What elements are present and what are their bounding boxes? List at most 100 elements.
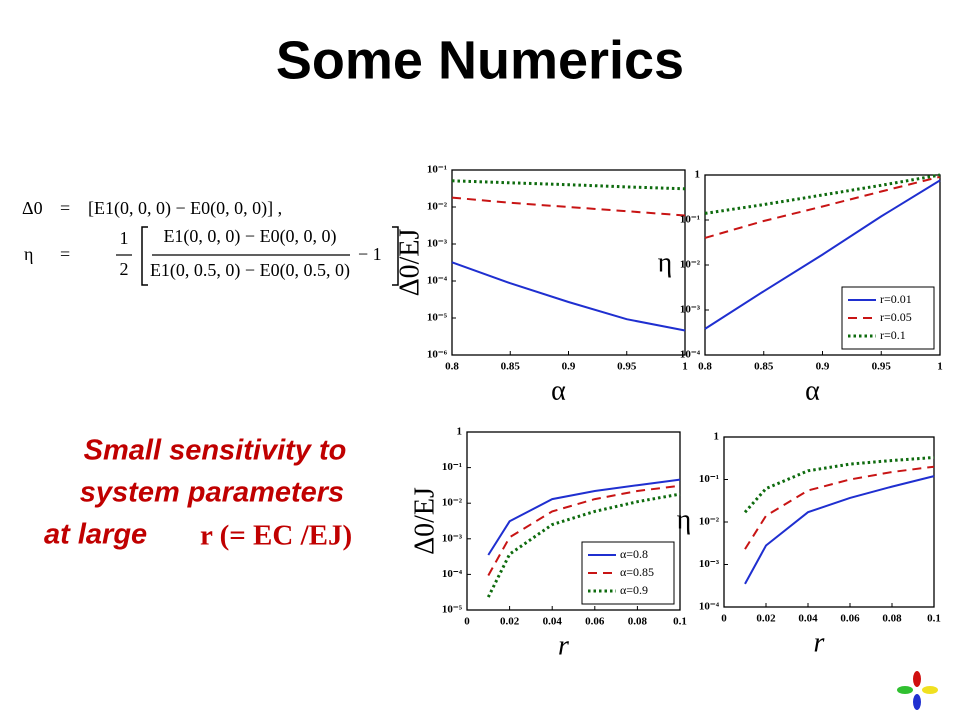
x-tick-label: 1 <box>937 361 943 373</box>
x-tick-label: 0.95 <box>872 361 892 373</box>
series-line <box>487 478 681 556</box>
x-tick-label: 0.1 <box>673 616 687 628</box>
chart: 0.8 0.85 0.9 0.95 110⁻⁴10⁻³10⁻²10⁻¹1αηr=0.01… <box>658 169 943 407</box>
legend-label: α=0.8 <box>620 547 648 561</box>
chart: 0 0.02 0.04 0.06 0.08 0.1 10⁻⁴ 10⁻³ 10⁻² 10⁻¹ 1 r η <box>677 431 941 659</box>
bracket <box>392 226 399 286</box>
logo-dot <box>913 694 921 710</box>
y-tick-label: 10⁻¹ <box>680 214 700 226</box>
y-tick-label: 10⁻³ <box>442 532 463 544</box>
x-tick-label: 0.06 <box>840 613 860 625</box>
y-tick-label: 10⁻⁵ <box>427 312 448 324</box>
x-tick-label: 0.08 <box>628 616 648 628</box>
x-axis-label: r <box>814 627 825 658</box>
y-axis-label: η <box>677 504 692 535</box>
y-tick-label: 10⁻³ <box>427 238 448 250</box>
plot-frame <box>451 169 686 356</box>
legend-label: α=0.9 <box>620 583 648 597</box>
y-tick-label: 10⁻⁴ <box>442 568 463 580</box>
y-tick-label: 10⁻⁵ <box>442 604 463 616</box>
series-line <box>451 179 686 191</box>
y-tick-label: 10⁻¹ <box>427 164 447 176</box>
x-tick-label: 0.8 <box>445 361 459 373</box>
caption-line: Small sensitivity to <box>84 435 347 467</box>
eq-den: 2 <box>120 259 129 279</box>
x-tick-label: 0.1 <box>927 613 941 625</box>
series-line <box>704 175 941 239</box>
y-axis-label: Δ0/EJ <box>409 487 440 555</box>
y-tick-label: 10⁻¹ <box>699 473 719 485</box>
logo-dot <box>913 671 921 687</box>
series-line <box>704 173 941 215</box>
plot-frame <box>723 436 935 608</box>
eq-lhs: η <box>24 244 33 264</box>
chart: 0 0.02 0.04 0.06 0.08 0.1 10⁻⁵ 10⁻⁴ 10⁻³ 10⁻² 10⁻¹… <box>409 426 686 662</box>
x-tick-label: 0.8 <box>698 361 712 373</box>
bracket <box>141 226 148 286</box>
plot-frame <box>466 431 681 611</box>
legend-label: α=0.85 <box>620 565 654 579</box>
x-tick-label: 0.85 <box>501 361 521 373</box>
legend-label: r=0.05 <box>880 310 912 324</box>
eq-lhs: Δ0 <box>22 198 43 218</box>
series-line <box>744 475 935 585</box>
x-tick-label: 0.02 <box>500 616 520 628</box>
y-tick-label: 10⁻⁴ <box>680 349 701 361</box>
y-tick-label: 1 <box>457 426 463 438</box>
eq-sign: = <box>60 198 70 218</box>
x-tick-label: 0.08 <box>882 613 902 625</box>
series-line <box>486 492 681 598</box>
legend-box <box>841 286 935 350</box>
y-tick-label: 10⁻³ <box>680 304 701 316</box>
legend-box <box>581 541 675 605</box>
x-tick-label: 0.04 <box>798 613 818 625</box>
eq-num: 1 <box>120 228 129 248</box>
legend-label: r=0.1 <box>880 328 906 342</box>
eq-rhs: [E1(0, 0, 0) − E0(0, 0, 0)] , <box>88 198 282 219</box>
x-tick-label: 1 <box>682 361 688 373</box>
x-tick-label: 0.9 <box>562 361 576 373</box>
logo <box>897 671 938 710</box>
series-line <box>487 484 681 576</box>
y-tick-label: 10⁻⁴ <box>427 275 448 287</box>
x-tick-label: 0 <box>721 613 727 625</box>
y-tick-label: 10⁻² <box>442 497 463 509</box>
y-tick-label: 10⁻¹ <box>442 461 462 473</box>
series-line <box>451 196 686 217</box>
caption-line: at large <box>44 519 147 551</box>
equations: Δ0 = [E1(0, 0, 0) − E0(0, 0, 0)] , η = 1… <box>22 198 399 286</box>
series-line <box>744 465 935 550</box>
caption: Small sensitivity to system parameters a… <box>44 435 352 552</box>
y-tick-label: 10⁻⁶ <box>427 349 448 361</box>
caption-formula: r (= EC /EJ) <box>200 520 352 552</box>
y-tick-label: 10⁻² <box>680 259 701 271</box>
x-tick-label: 0 <box>464 616 470 628</box>
x-axis-label: r <box>558 630 569 661</box>
caption-line: system parameters <box>80 477 344 509</box>
x-tick-label: 0.85 <box>754 361 774 373</box>
y-axis-label: η <box>658 247 673 278</box>
eq-sign: = <box>60 244 70 264</box>
eq-tail: − 1 <box>358 244 382 264</box>
x-tick-label: 0.04 <box>543 616 563 628</box>
x-tick-label: 0.9 <box>816 361 830 373</box>
chart: 0.8 0.85 0.9 0.95 1 10⁻⁶ 10⁻⁵ 10⁻⁴ 10⁻³ 10⁻² 10⁻¹ α… <box>394 164 687 407</box>
y-axis-label: Δ0/EJ <box>394 229 425 297</box>
y-tick-label: 10⁻⁴ <box>699 601 720 613</box>
y-tick-label: 1 <box>695 169 701 181</box>
y-tick-label: 10⁻³ <box>699 558 720 570</box>
legend-label: r=0.01 <box>880 292 912 306</box>
series-line <box>743 456 935 514</box>
y-tick-label: 1 <box>714 431 720 443</box>
series-line <box>451 261 686 332</box>
x-tick-label: 0.95 <box>617 361 637 373</box>
series-line <box>704 179 941 330</box>
x-axis-label: α <box>805 375 820 406</box>
eq-den: E1(0, 0.5, 0) − E0(0, 0.5, 0) <box>150 260 350 281</box>
logo-dot <box>922 686 938 694</box>
logo-dot <box>897 686 913 694</box>
slide-title: Some Numerics <box>276 30 684 90</box>
x-axis-label: α <box>551 375 566 406</box>
eq-num: E1(0, 0, 0) − E0(0, 0, 0) <box>163 226 336 247</box>
